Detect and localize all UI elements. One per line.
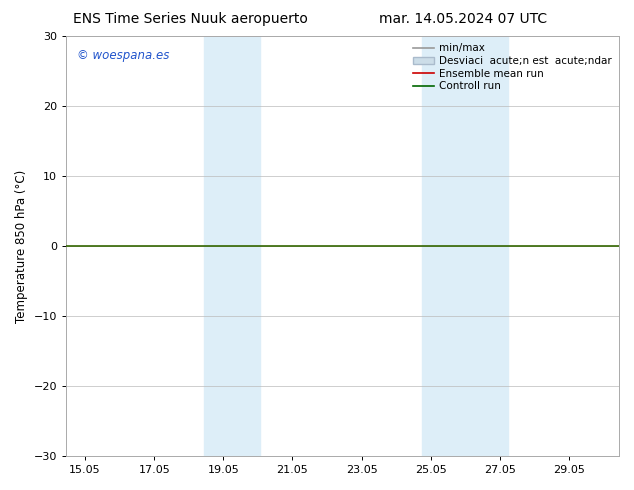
Text: ENS Time Series Nuuk aeropuerto: ENS Time Series Nuuk aeropuerto	[73, 12, 307, 26]
Bar	[422, 36, 508, 456]
Bar	[204, 36, 259, 456]
Legend: min/max, Desviaci  acute;n est  acute;ndar, Ensemble mean run, Controll run: min/max, Desviaci acute;n est acute;ndar…	[411, 41, 614, 93]
Y-axis label: Temperature 850 hPa (°C): Temperature 850 hPa (°C)	[15, 170, 28, 323]
Text: mar. 14.05.2024 07 UTC: mar. 14.05.2024 07 UTC	[378, 12, 547, 26]
Text: © woespana.es: © woespana.es	[77, 49, 169, 62]
